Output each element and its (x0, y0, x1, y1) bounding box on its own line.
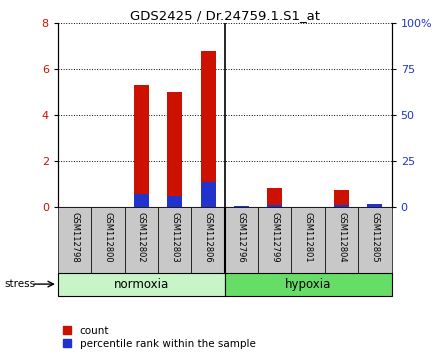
Bar (191, 207, 225, 273)
Bar (158, 207, 191, 273)
Bar (134, 85, 149, 207)
Bar (358, 207, 392, 273)
Text: GSM112796: GSM112796 (237, 212, 246, 263)
Bar (258, 207, 291, 273)
Text: stress: stress (4, 279, 36, 289)
Title: GDS2425 / Dr.24759.1.S1_at: GDS2425 / Dr.24759.1.S1_at (130, 9, 320, 22)
Bar (167, 195, 182, 207)
Bar (167, 92, 182, 207)
Bar (368, 204, 382, 207)
Text: GSM112800: GSM112800 (103, 212, 113, 263)
Bar (58, 207, 91, 273)
Bar (334, 205, 349, 207)
Bar (325, 207, 358, 273)
Bar (58, 273, 225, 296)
Text: GSM112802: GSM112802 (137, 212, 146, 263)
Bar (201, 182, 215, 207)
Text: GSM112803: GSM112803 (170, 212, 179, 263)
Bar (291, 207, 325, 273)
Bar (201, 51, 215, 207)
Text: GSM112805: GSM112805 (370, 212, 380, 263)
Text: hypoxia: hypoxia (285, 278, 332, 291)
Bar (267, 205, 282, 207)
Text: normoxia: normoxia (113, 278, 169, 291)
Text: GSM112801: GSM112801 (303, 212, 313, 263)
Legend: count, percentile rank within the sample: count, percentile rank within the sample (63, 326, 255, 349)
Bar (134, 194, 149, 207)
Bar (234, 206, 249, 207)
Bar (334, 190, 349, 207)
Bar (225, 207, 258, 273)
Text: GSM112806: GSM112806 (203, 212, 213, 263)
Bar (91, 207, 125, 273)
Bar (225, 273, 392, 296)
Bar (125, 207, 158, 273)
Text: GSM112799: GSM112799 (270, 212, 279, 263)
Bar (267, 188, 282, 207)
Text: GSM112804: GSM112804 (337, 212, 346, 263)
Text: GSM112798: GSM112798 (70, 212, 79, 263)
